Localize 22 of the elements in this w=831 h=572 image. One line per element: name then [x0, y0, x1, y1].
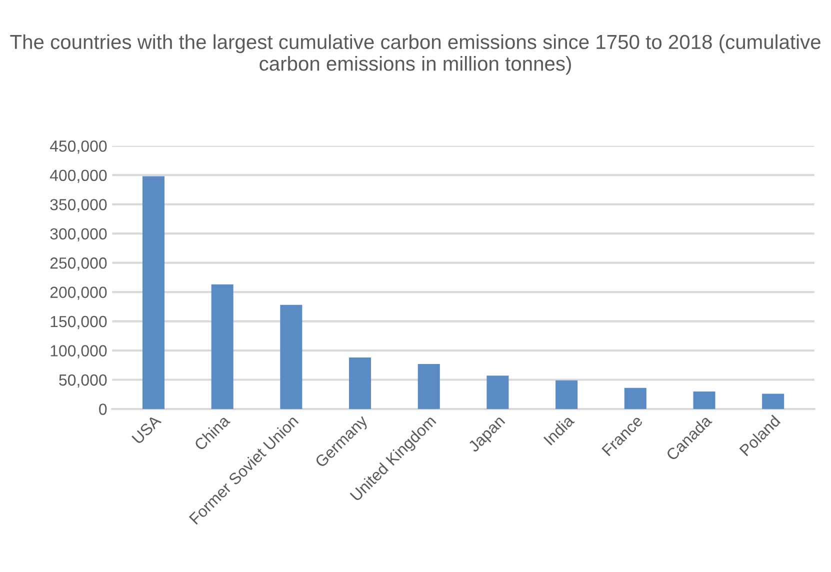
y-tick-label: 0 — [99, 404, 107, 415]
y-tick-label: 350,000 — [50, 198, 107, 212]
y-tick-label: 50,000 — [59, 374, 107, 388]
bar — [693, 391, 716, 409]
y-tick-label: 150,000 — [50, 316, 107, 330]
y-tick-label: 400,000 — [50, 170, 107, 183]
y-tick-label: 100,000 — [50, 345, 107, 358]
bar — [762, 394, 784, 409]
x-tick-label: USA — [131, 414, 162, 444]
bar — [556, 380, 578, 409]
bar — [624, 388, 646, 409]
y-tick-label: 300,000 — [50, 228, 107, 242]
bar — [349, 358, 372, 409]
bar — [142, 176, 165, 409]
bar — [418, 364, 440, 409]
y-tick-label: 450,000 — [50, 140, 107, 154]
bar — [211, 284, 234, 409]
y-tick-label: 250,000 — [50, 257, 107, 271]
bar — [486, 376, 509, 409]
chart-title: The countries with the largest cumulative carbon emissions since 1750 to 2018 (cumulative carbon emissions in million tonnes) — [10, 34, 820, 75]
y-tick-label: 200,000 — [50, 286, 107, 300]
bar — [280, 304, 302, 409]
